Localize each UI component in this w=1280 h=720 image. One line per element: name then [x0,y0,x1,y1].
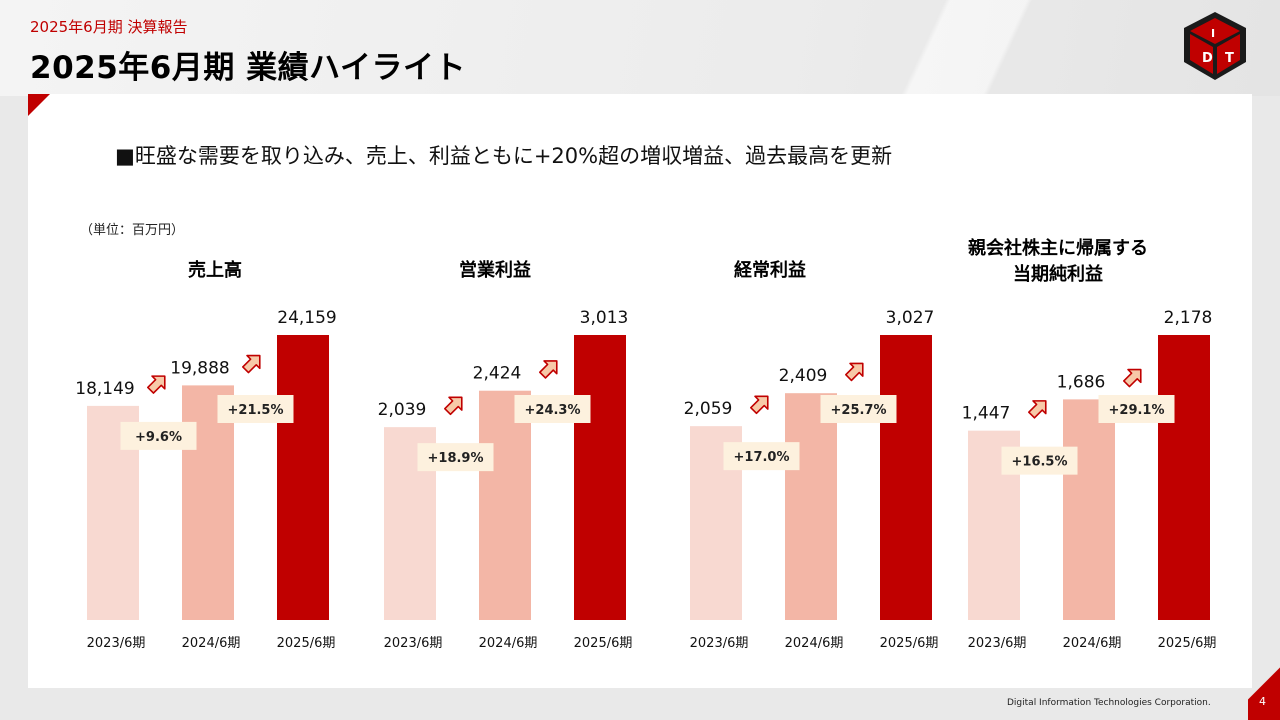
value-label: 2,409 [779,366,828,386]
chart-title: 当期純利益 [1013,263,1103,285]
category-label: 2023/6期 [384,636,443,651]
svg-text:+25.7%: +25.7% [831,403,887,418]
growth-badge: +9.6% [120,421,197,450]
bar-2025/6期 [277,335,329,620]
category-label: 2023/6期 [87,636,146,651]
growth-arrow-icon [444,396,463,416]
growth-arrow-icon [750,395,769,415]
growth-arrow-icon [845,362,864,382]
value-label: 1,447 [962,404,1011,424]
category-label: 2023/6期 [690,636,749,651]
svg-text:+9.6%: +9.6% [135,430,182,445]
chart-title: 営業利益 [459,259,531,281]
value-label: 24,159 [277,308,336,328]
growth-badge: +24.3% [514,395,591,423]
category-label: 2025/6期 [277,636,336,651]
category-label: 2025/6期 [880,636,939,651]
value-label: 2,424 [473,364,522,384]
value-label: 2,059 [684,399,733,419]
value-label: 2,178 [1164,308,1213,328]
svg-text:+17.0%: +17.0% [734,450,790,465]
chart-2: 営業利益 2,039 2023/6期 2,424 2024/6期 3,013 2025/6期… [378,259,633,651]
chart-title: 売上高 [188,259,242,281]
headline-text: ■旺盛な需要を取り込み、売上、利益ともに+20%超の増収増益、過去最高を更新 [115,144,893,168]
bar-2024/6期 [479,390,531,620]
value-label: 1,686 [1057,372,1106,392]
page-number: 4 [1259,695,1266,708]
bar-2024/6期 [1063,399,1115,620]
page-title: 2025年6月期 業績ハイライト [30,50,467,86]
bar-2025/6期 [1158,335,1210,620]
growth-arrow-icon [242,354,261,374]
growth-badge: +25.7% [820,395,897,423]
value-label: 3,027 [886,308,935,328]
svg-text:+18.9%: +18.9% [428,451,484,466]
category-label: 2024/6期 [182,636,241,651]
page-number-tab [1248,650,1280,720]
category-label: 2024/6期 [785,636,844,651]
value-label: 19,888 [170,358,229,378]
chart-3: 経常利益 2,059 2023/6期 2,409 2024/6期 3,027 2025/6期… [684,259,939,651]
growth-arrow-icon [1028,400,1047,419]
category-label: 2024/6期 [479,636,538,651]
svg-text:+24.3%: +24.3% [525,403,581,418]
value-label: 18,149 [75,379,134,399]
growth-badge: +21.5% [217,395,294,423]
growth-badge: +17.0% [723,442,800,471]
bar-2025/6期 [880,335,932,620]
growth-badge: +16.5% [1001,446,1078,475]
growth-badge: +29.1% [1098,395,1175,423]
growth-badge: +18.9% [417,443,494,472]
category-label: 2023/6期 [968,636,1027,651]
logo-cube-icon: D T I [1184,12,1246,80]
bar-2025/6期 [574,335,626,620]
category-label: 2025/6期 [1158,636,1217,651]
category-label: 2024/6期 [1063,636,1122,651]
svg-text:+29.1%: +29.1% [1109,403,1165,418]
unit-label: （単位：百万円） [80,223,185,238]
value-label: 2,039 [378,400,427,420]
svg-text:+21.5%: +21.5% [228,403,284,418]
chart-title: 経常利益 [734,259,806,281]
value-label: 3,013 [580,308,629,328]
svg-text:D: D [1202,51,1213,66]
svg-text:I: I [1211,27,1215,40]
growth-arrow-icon [1123,368,1142,388]
growth-arrow-icon [539,360,558,379]
category-label: 2025/6期 [574,636,633,651]
corner-accent [28,94,50,116]
report-subtitle: 2025年6月期 決算報告 [30,18,188,36]
chart-title: 親会社株主に帰属する [968,237,1148,259]
svg-text:+16.5%: +16.5% [1012,455,1068,470]
footer-company: Digital Information Technologies Corpora… [1007,698,1211,708]
growth-arrow-icon [147,375,166,394]
header-decoration [700,0,1200,96]
chart-1: 売上高 18,149 2023/6期 19,888 2024/6期 24,159 2025/… [75,259,336,651]
bar-2024/6期 [785,393,837,620]
svg-text:T: T [1225,51,1234,66]
